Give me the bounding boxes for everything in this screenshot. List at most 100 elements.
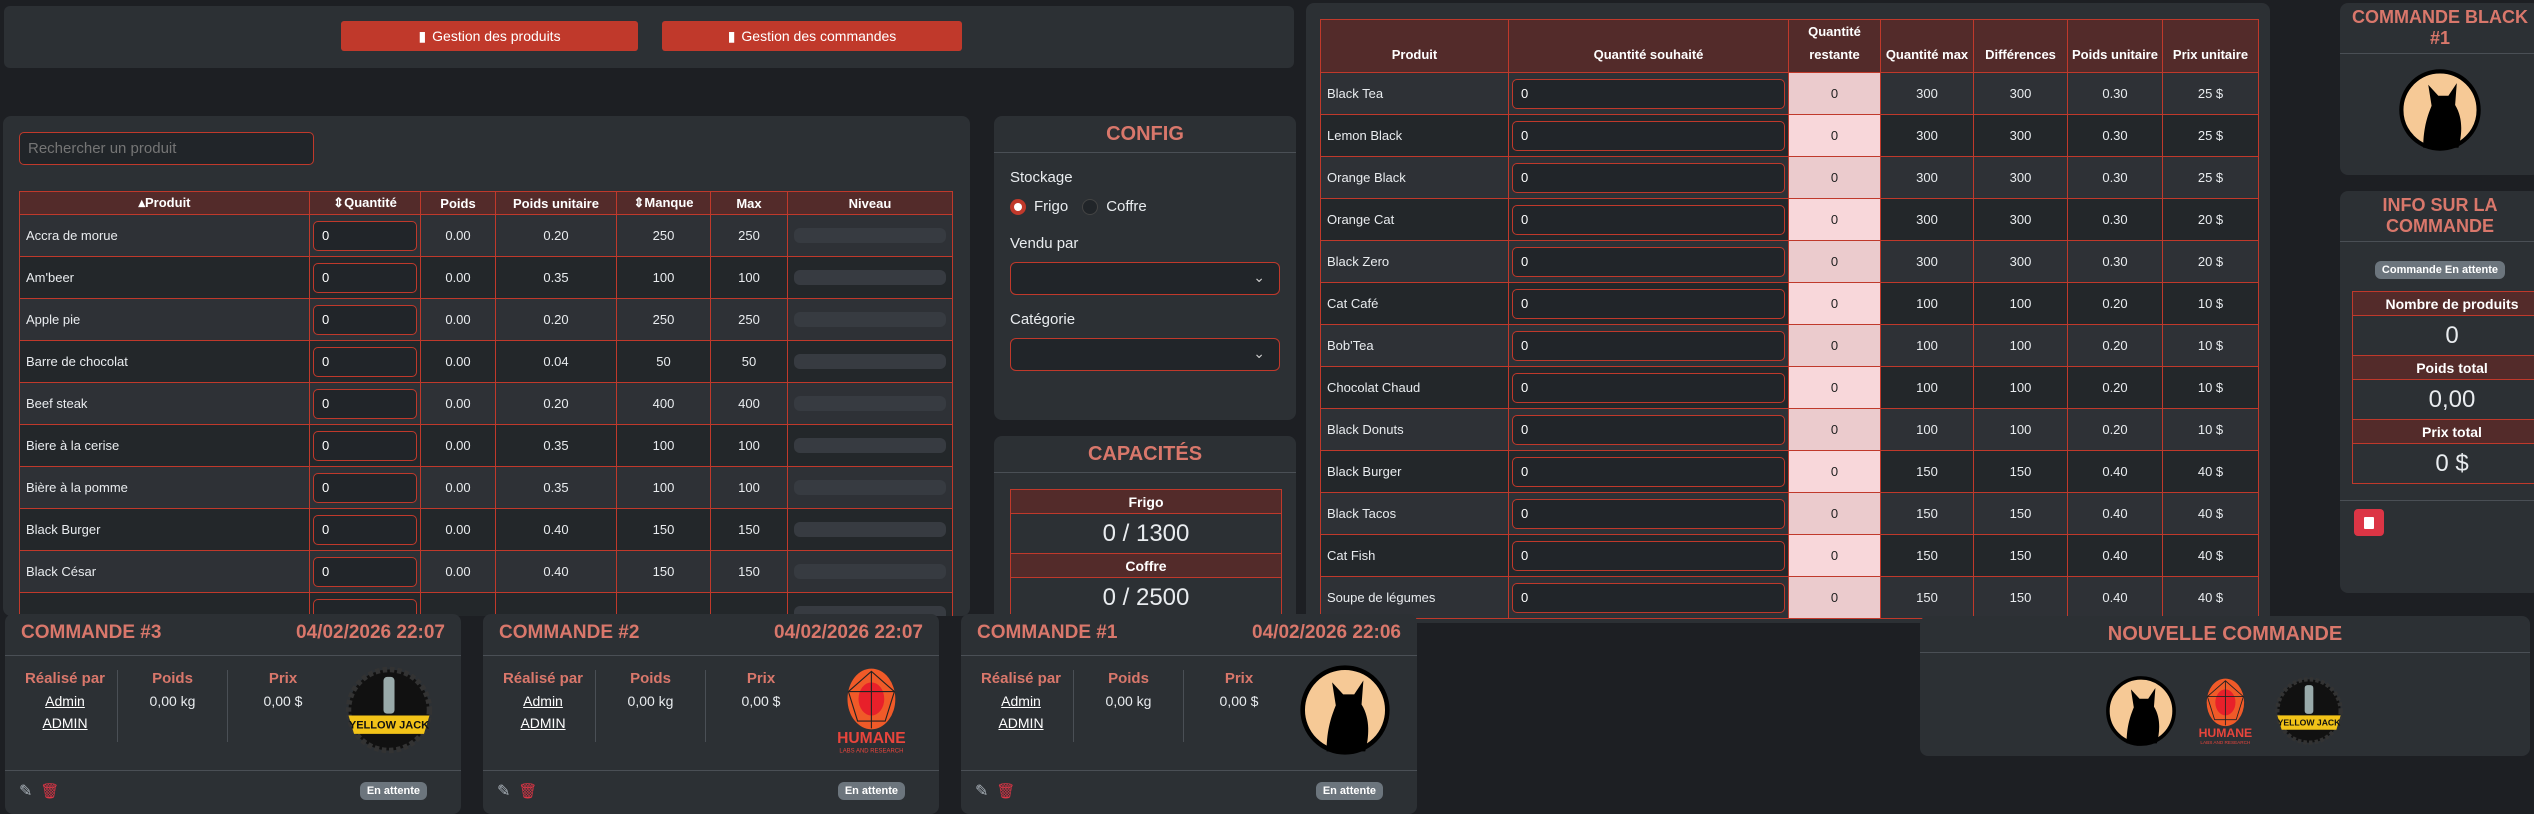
price-label: Prix xyxy=(714,670,808,687)
desired-quantity-input[interactable] xyxy=(1512,163,1785,193)
unit-weight: 0.40 xyxy=(2068,535,2163,577)
edit-pencil-icon[interactable]: ✎ xyxy=(497,781,510,801)
trash-icon[interactable]: 🗑 xyxy=(518,782,537,800)
trash-icon xyxy=(2364,517,2374,529)
unit-weight: 0.20 xyxy=(496,299,617,341)
config-panel: CONFIG Stockage Frigo Coffre Vendu par ⌄… xyxy=(994,116,1296,420)
category-select[interactable]: ⌄ xyxy=(1010,338,1280,371)
order-title: COMMANDE #2 xyxy=(499,622,639,647)
desired-quantity-input[interactable] xyxy=(1512,583,1785,613)
desired-quantity-input[interactable] xyxy=(1512,499,1785,529)
quantity-input[interactable] xyxy=(313,389,417,419)
unit-price: 40 $ xyxy=(2163,493,2259,535)
search-input[interactable] xyxy=(19,132,314,165)
remaining-quantity: 0 xyxy=(1789,283,1881,325)
status-badge: En attente xyxy=(838,782,905,800)
desired-quantity-input[interactable] xyxy=(1512,331,1785,361)
role-link[interactable]: ADMIN xyxy=(499,715,587,731)
product-name: Bob'Tea xyxy=(1321,325,1509,367)
product-name: Barre de chocolat xyxy=(20,341,310,383)
user-link[interactable]: Admin xyxy=(21,693,109,709)
capacity-label: Frigo xyxy=(1011,490,1282,514)
remaining-quantity: 0 xyxy=(1789,157,1881,199)
trash-icon[interactable]: 🗑 xyxy=(40,782,59,800)
column-header[interactable]: ⇕Quantité xyxy=(310,192,421,215)
black-cat-logo[interactable] xyxy=(2105,675,2177,747)
max: 100 xyxy=(711,257,788,299)
yellow-jack-logo[interactable]: YELLOW JACK xyxy=(2273,675,2345,747)
max: 150 xyxy=(711,551,788,593)
edit-pencil-icon[interactable]: ✎ xyxy=(975,781,988,801)
current-order-title: COMMANDE BLACK #1 xyxy=(2340,3,2534,54)
capacities-panel: CAPACITÉS Frigo 0 / 1300 Coffre 0 / 2500 xyxy=(994,436,1296,636)
unit-weight: 0.30 xyxy=(2068,241,2163,283)
unit-weight: 0.35 xyxy=(496,467,617,509)
missing: 400 xyxy=(617,383,711,425)
capacity-label: Coffre xyxy=(1011,554,1282,578)
quantity-input[interactable] xyxy=(313,221,417,251)
orders-management-button[interactable]: ▮Gestion des commandes xyxy=(662,21,962,51)
table-row: Beef steak 0.00 0.20 400 400 xyxy=(20,383,953,425)
box-icon: ▮ xyxy=(418,28,426,45)
black-cat-logo[interactable] xyxy=(2398,68,2482,152)
remaining-quantity: 0 xyxy=(1789,577,1881,619)
table-row: Black Tacos 0 150 150 0.40 40 $ xyxy=(1321,493,2259,535)
black-cat-logo[interactable] xyxy=(1299,664,1391,756)
unit-weight: 0.35 xyxy=(496,425,617,467)
stat-value: 0 xyxy=(2353,316,2534,356)
role-link[interactable]: ADMIN xyxy=(21,715,109,731)
trash-icon[interactable]: 🗑 xyxy=(996,782,1015,800)
column-header[interactable]: ▴Produit xyxy=(20,192,310,215)
order-date: 04/02/2026 22:07 xyxy=(774,622,923,647)
remaining-quantity: 0 xyxy=(1789,451,1881,493)
black-cat-logo xyxy=(2340,68,2534,152)
remaining-quantity: 0 xyxy=(1789,241,1881,283)
weight: 0.00 xyxy=(421,509,496,551)
desired-quantity-input[interactable] xyxy=(1512,247,1785,277)
user-link[interactable]: Admin xyxy=(499,693,587,709)
yellow-jack-logo[interactable]: YELLOW JACK xyxy=(343,664,435,756)
desired-quantity-input[interactable] xyxy=(1512,415,1785,445)
user-link[interactable]: Admin xyxy=(977,693,1065,709)
quantity-input[interactable] xyxy=(313,347,417,377)
desired-quantity-input[interactable] xyxy=(1512,289,1785,319)
quantity-input[interactable] xyxy=(313,263,417,293)
svg-text:LABS AND RESEARCH: LABS AND RESEARCH xyxy=(2200,740,2250,745)
quantity-input[interactable] xyxy=(313,515,417,545)
radio-coffre[interactable]: Coffre xyxy=(1082,198,1147,215)
column-header[interactable]: ⇕Manque xyxy=(617,192,711,215)
max-quantity: 300 xyxy=(1881,73,1974,115)
products-management-button[interactable]: ▮Gestion des produits xyxy=(341,21,638,51)
level-bar xyxy=(794,438,946,453)
desired-quantity-input[interactable] xyxy=(1512,79,1785,109)
sold-by-select[interactable]: ⌄ xyxy=(1010,262,1280,295)
weight: 0.00 xyxy=(421,257,496,299)
quantity-input[interactable] xyxy=(313,557,417,587)
unit-price: 40 $ xyxy=(2163,535,2259,577)
desired-quantity-input[interactable] xyxy=(1512,121,1785,151)
product-name: Black Burger xyxy=(20,509,310,551)
quantity-input[interactable] xyxy=(313,431,417,461)
level-bar xyxy=(794,522,946,537)
desired-quantity-input[interactable] xyxy=(1512,457,1785,487)
max-quantity: 300 xyxy=(1881,199,1974,241)
max-quantity: 300 xyxy=(1881,115,1974,157)
desired-quantity-input[interactable] xyxy=(1512,541,1785,571)
desired-quantity-input[interactable] xyxy=(1512,205,1785,235)
radio-frigo[interactable]: Frigo xyxy=(1010,198,1068,215)
unit-weight: 0.20 xyxy=(2068,367,2163,409)
edit-pencil-icon[interactable]: ✎ xyxy=(19,781,32,801)
delete-order-button[interactable] xyxy=(2354,509,2384,536)
role-link[interactable]: ADMIN xyxy=(977,715,1065,731)
order-date: 04/02/2026 22:06 xyxy=(1252,622,1401,647)
desired-quantity-input[interactable] xyxy=(1512,373,1785,403)
quantity-input[interactable] xyxy=(313,305,417,335)
stat-value: 0,00 xyxy=(2353,380,2534,420)
quantity-input[interactable] xyxy=(313,473,417,503)
order-info-title: INFO SUR LA COMMANDE xyxy=(2340,191,2534,242)
